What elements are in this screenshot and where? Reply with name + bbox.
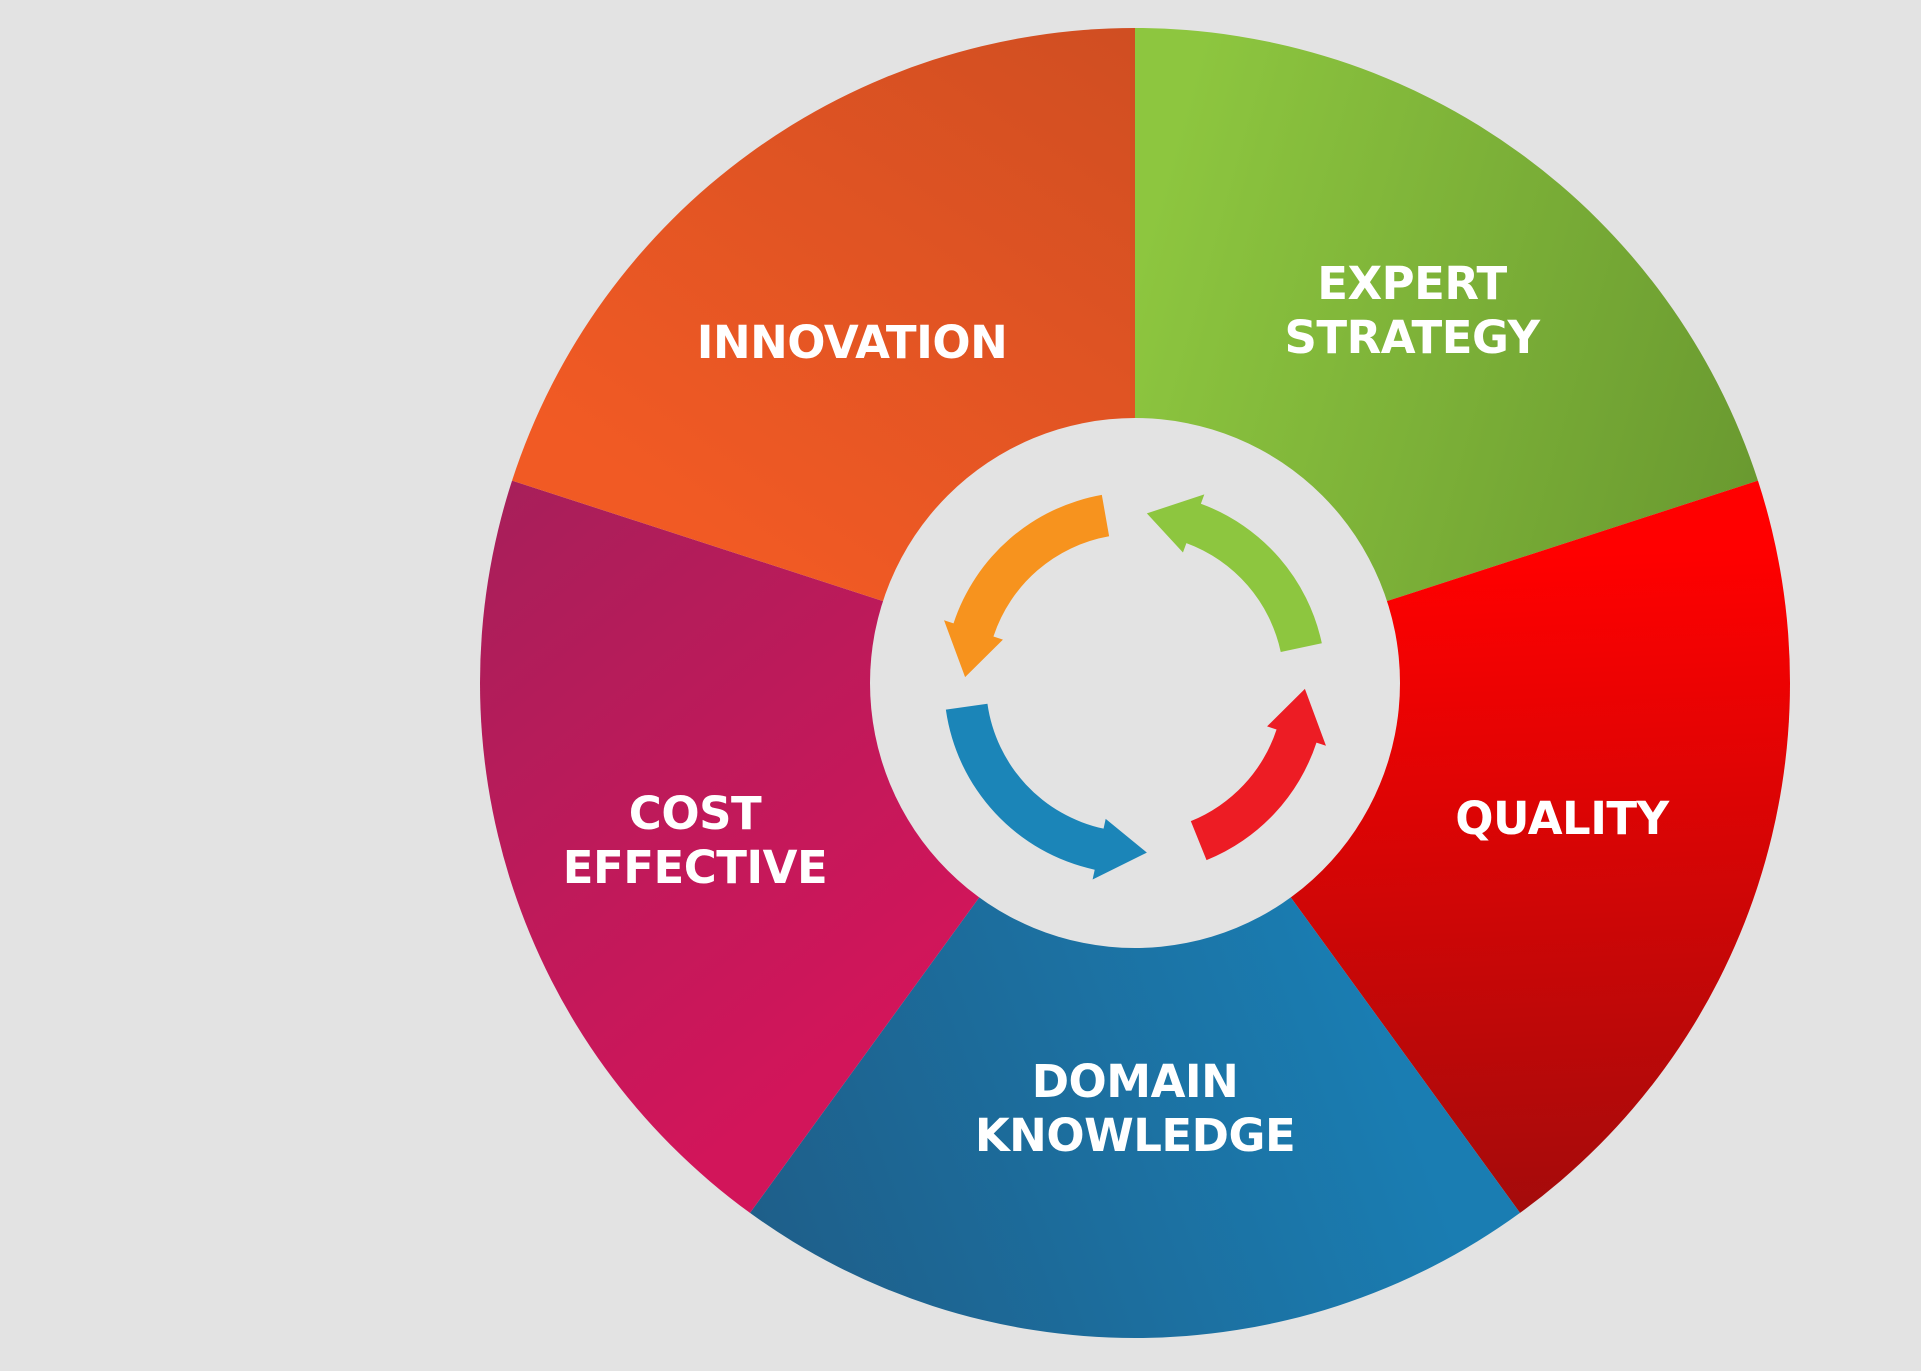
label-quality: QUALITY bbox=[1455, 792, 1670, 845]
label-innovation: INNOVATION bbox=[697, 316, 1008, 369]
orange-arrow bbox=[944, 494, 1110, 678]
label-cost-effective-line-2: EFFECTIVE bbox=[563, 841, 828, 894]
red-arrow bbox=[1190, 688, 1326, 861]
green-arrow bbox=[1146, 494, 1322, 653]
cycle-arrows bbox=[944, 494, 1326, 880]
label-domain-knowledge-line-1: DOMAIN bbox=[1032, 1055, 1239, 1108]
label-domain-knowledge-line-2: KNOWLEDGE bbox=[975, 1109, 1295, 1162]
blue-arrow bbox=[945, 703, 1147, 880]
label-expert-strategy-line-2: STRATEGY bbox=[1284, 311, 1541, 364]
center-hub bbox=[870, 418, 1400, 948]
label-expert-strategy-line-1: EXPERT bbox=[1317, 257, 1507, 310]
label-cost-effective-line-1: COST bbox=[629, 787, 762, 840]
segment-domain-knowledge bbox=[750, 683, 1520, 1338]
